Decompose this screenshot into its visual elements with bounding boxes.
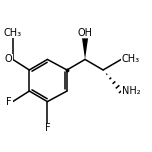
Polygon shape (82, 38, 88, 59)
Text: OH: OH (78, 28, 93, 38)
Text: CH₃: CH₃ (4, 28, 22, 38)
Text: F: F (45, 123, 50, 133)
Text: O: O (4, 54, 12, 64)
Text: CH₃: CH₃ (122, 54, 140, 64)
Text: F: F (6, 97, 12, 107)
Text: NH₂: NH₂ (122, 86, 141, 96)
